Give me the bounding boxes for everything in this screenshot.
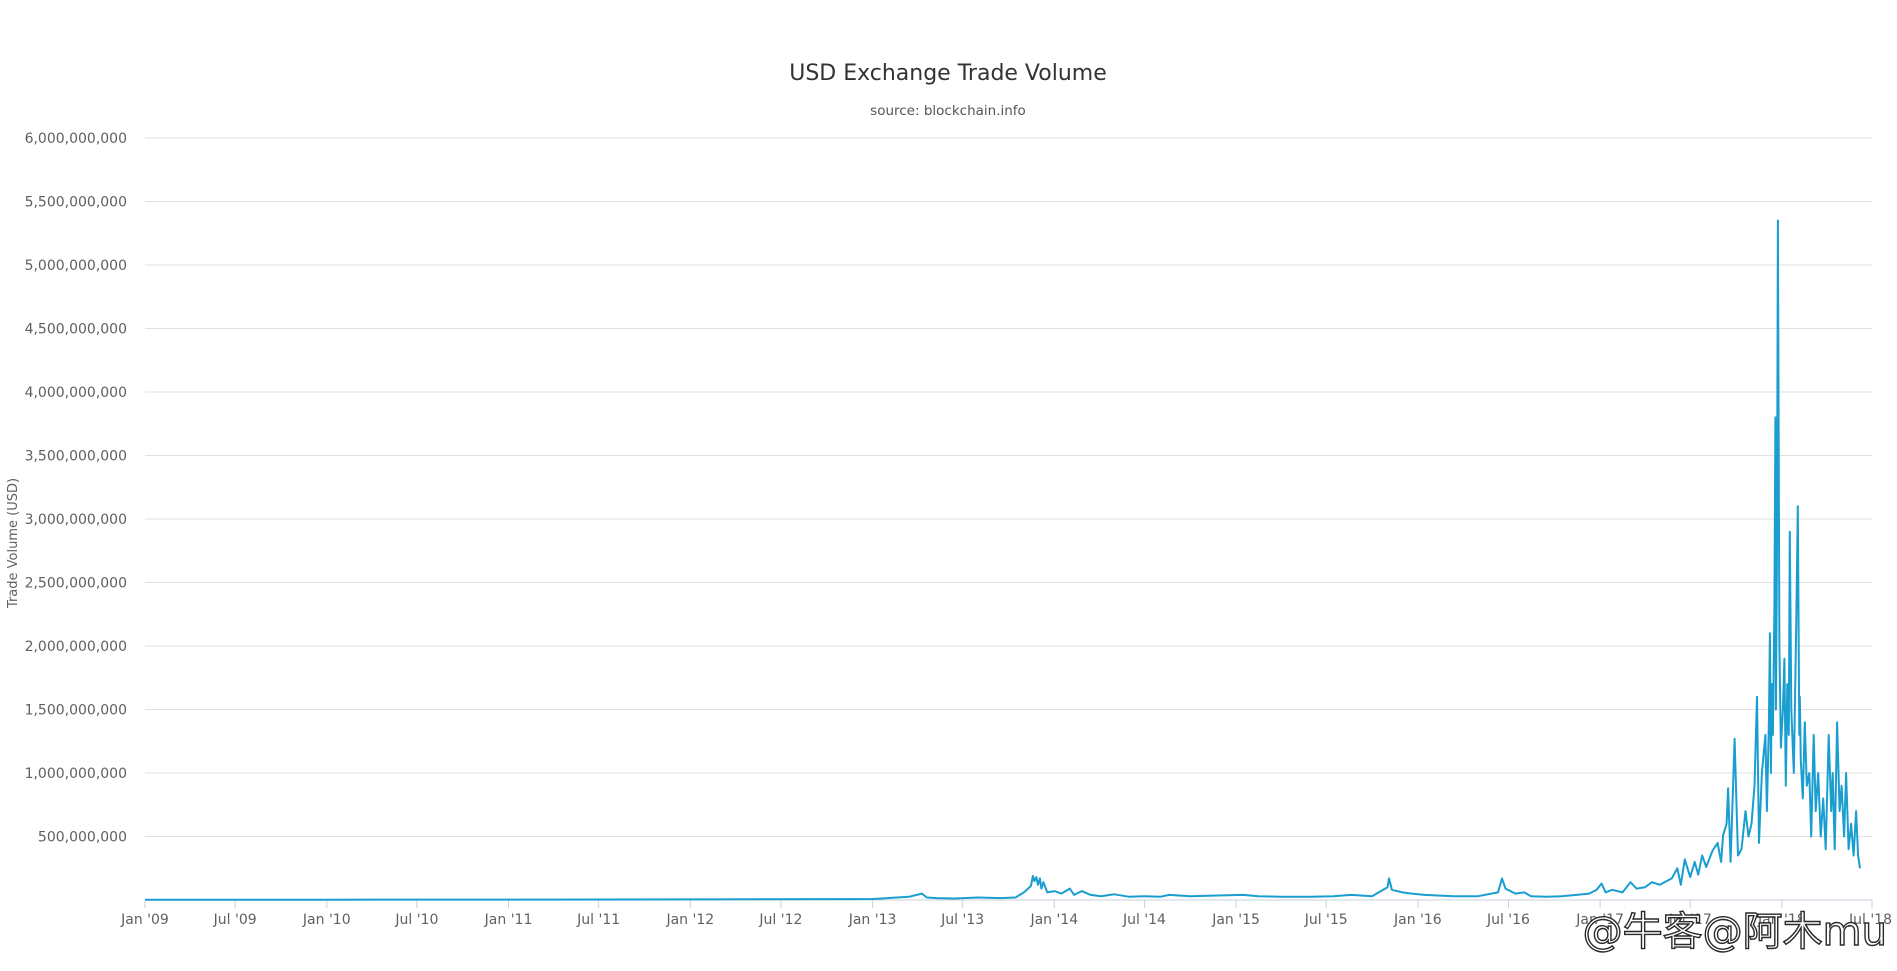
x-tick-label: Jan '15 [1211,912,1260,928]
x-tick-label: Jul '10 [394,912,438,928]
y-tick-label: 5,000,000,000 [25,258,127,274]
series-line-trade-volume [145,219,1861,901]
watermark-text: @牛客@阿木mu [1583,909,1887,955]
y-tick-label: 5,500,000,000 [25,195,127,211]
gridlines [145,137,1872,837]
x-tick-label: Jan '10 [302,912,351,928]
y-tick-label: 4,000,000,000 [25,385,127,401]
y-tick-label: 2,500,000,000 [25,576,127,592]
y-tick-label: 1,000,000,000 [25,766,127,782]
x-tick-label: Jul '15 [1304,912,1348,928]
y-tick-label: 3,500,000,000 [25,449,127,465]
chart-title: USD Exchange Trade Volume [789,61,1107,86]
y-tick-label: 4,500,000,000 [25,322,127,338]
x-axis-ticks: Jan '09 Jul '09 Jan '10 Jul '10 Jan '11 Jul '… [120,900,1892,928]
x-tick-label: Jan '17 [1575,912,1624,928]
x-tick-label: Jul '14 [1122,912,1166,928]
y-axis-ticks: 500,000,000 1,000,000,000 1,500,000,000 2,0… [25,131,127,846]
chart-subtitle: source: blockchain.info [870,103,1026,119]
x-tick-label: Jan '18 [1757,912,1806,928]
y-tick-label: 2,000,000,000 [25,639,127,655]
y-tick-label: 6,000,000,000 [25,131,127,147]
x-tick-label: Jul '11 [576,912,620,928]
x-tick-label: Jul '16 [1486,912,1530,928]
x-tick-label: Jan '09 [120,912,169,928]
x-tick-label: Jul '13 [940,912,984,928]
x-tick-label: Jul '09 [213,912,257,928]
x-tick-label: Jul '12 [758,912,802,928]
x-tick-label: Jul '17 [1668,912,1712,928]
y-axis-label: Trade Volume (USD) [6,478,21,609]
x-tick-label: Jan '14 [1029,912,1078,928]
x-tick-label: Jan '16 [1393,912,1442,928]
x-tick-label: Jul '18 [1848,912,1892,928]
y-tick-label: 500,000,000 [38,830,127,846]
x-tick-label: Jan '12 [665,912,714,928]
y-tick-label: 1,500,000,000 [25,703,127,719]
y-tick-label: 3,000,000,000 [25,512,127,528]
x-tick-label: Jan '13 [848,912,897,928]
x-tick-label: Jan '11 [484,912,533,928]
